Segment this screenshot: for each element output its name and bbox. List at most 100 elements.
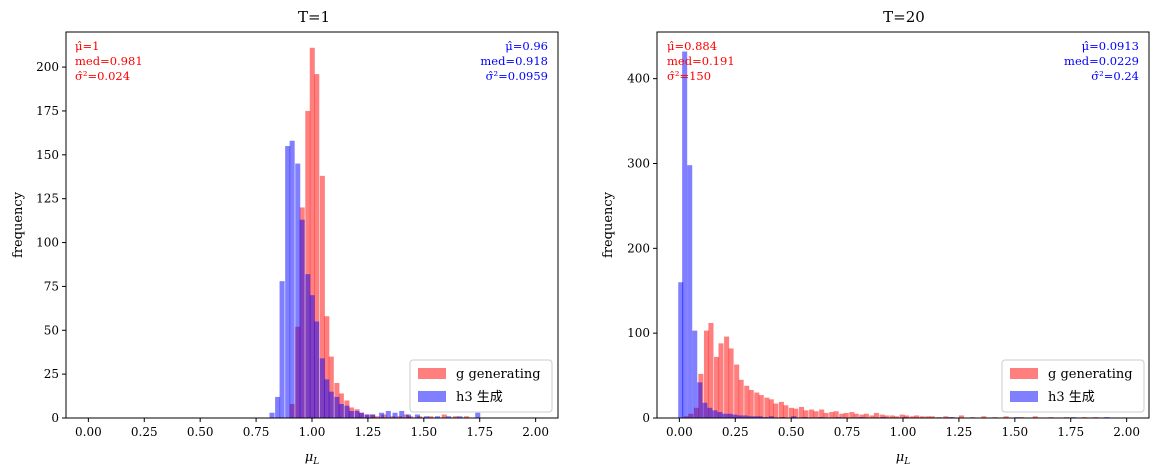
bar-g-12 (744, 385, 750, 418)
bar-g-5 (314, 74, 320, 419)
bar-g-27 (464, 416, 470, 418)
bar-g-17 (374, 416, 380, 418)
bar-h3-14 (338, 403, 344, 418)
bar-h3-9 (722, 413, 728, 418)
stat-right-mu: μ̂=0.0913 (1082, 39, 1139, 53)
bar-h3-8 (309, 295, 315, 418)
bar-g-46 (914, 415, 920, 418)
bar-h3-4 (697, 382, 703, 418)
bar-g-18 (773, 403, 779, 418)
bar-g-30 (833, 411, 839, 418)
bar-h3-15 (344, 405, 350, 418)
bar-h3-0 (678, 282, 684, 418)
bar-h3-14 (747, 416, 753, 418)
stat-right-med: med=0.0229 (1064, 54, 1139, 68)
x-tick-label: 0.50 (778, 425, 805, 439)
bar-h3-18 (358, 412, 364, 418)
y-tick-label: 200 (36, 60, 59, 74)
bar-h3-17 (354, 410, 360, 418)
legend-label-g: g generating (1048, 367, 1133, 382)
bar-h3-1 (275, 396, 281, 418)
y-axis-label: frequency (11, 191, 26, 258)
x-axis-ticks: 0.00 0.25 0.50 0.75 1.00 1.25 1.50 1.75 2.00 (75, 418, 549, 439)
x-axis-ticks: 0.00 0.25 0.50 0.75 1.00 1.25 1.50 1.75 2.00 (666, 418, 1140, 439)
bar-h3-23 (392, 412, 398, 418)
y-tick-label: 400 (627, 72, 650, 86)
bar-g-24 (428, 416, 434, 418)
chart-title: T=1 (298, 8, 330, 26)
bar-h3-18 (768, 416, 774, 418)
x-tick-label: 1.00 (890, 425, 917, 439)
bar-g-55 (981, 416, 987, 418)
bar-g-6 (319, 175, 325, 418)
bar-h3-11 (732, 414, 738, 418)
bar-g-24 (803, 410, 809, 418)
bar-h3-13 (742, 415, 748, 418)
bar-g-39 (879, 414, 885, 418)
bar-h3-16 (348, 410, 354, 418)
bar-h3-6 (299, 219, 305, 418)
y-tick-label: 0 (642, 411, 650, 425)
bar-h3-5 (702, 402, 708, 418)
stat-left-med: med=0.981 (75, 54, 143, 68)
bar-h3-9 (314, 321, 320, 418)
bar-g-3 (305, 110, 311, 418)
bar-h3-21 (379, 412, 385, 418)
bar-h3-25 (405, 414, 411, 418)
x-tick-label: 0.75 (243, 425, 270, 439)
y-tick-label: 50 (44, 323, 59, 337)
bar-g-23 (799, 406, 805, 418)
bar-h3-28 (435, 416, 441, 418)
chart-title: T=20 (883, 8, 925, 26)
bar-g-25 (441, 414, 447, 418)
bar-g-11 (738, 379, 744, 418)
legend-swatch-h3 (1010, 391, 1038, 402)
bar-g-10 (734, 364, 740, 418)
bar-g-44 (904, 415, 910, 418)
bar-g-16 (764, 397, 770, 418)
y-tick-label: 25 (44, 367, 59, 381)
bar-h3-2 (687, 165, 693, 418)
bar-g-32 (843, 412, 849, 418)
x-tick-label: 1.50 (1001, 425, 1028, 439)
bar-g-26 (813, 411, 819, 418)
bar-g-20 (783, 405, 789, 418)
x-axis-label: μL (305, 450, 319, 467)
bar-g-37 (869, 415, 875, 418)
x-tick-label: 0.00 (666, 425, 693, 439)
bar-h3-4 (289, 140, 295, 418)
y-tick-label: 75 (44, 279, 59, 293)
bar-g-41 (889, 415, 895, 418)
panel-t20: T=20 0.00 0.25 0.50 0.75 1.00 1.25 1.50 1.75 2.0… (601, 8, 1150, 467)
stat-left-mu: μ̂=0.884 (667, 39, 717, 53)
x-tick-label: 1.00 (299, 425, 326, 439)
bar-g-4 (309, 47, 315, 418)
bar-h3-19 (364, 414, 370, 418)
stat-right-var: σ̂²=0.24 (1091, 69, 1139, 83)
bar-h3-27 (423, 416, 429, 418)
bar-h3-0 (269, 412, 275, 418)
bar-g-35 (859, 414, 865, 418)
bar-g-4 (703, 330, 709, 418)
bar-g-31 (839, 413, 845, 418)
bar-g-9 (728, 348, 734, 418)
stat-right-med: med=0.918 (480, 54, 548, 68)
legend: g generating h3 生成 (1001, 359, 1145, 413)
y-tick-label: 150 (36, 148, 59, 162)
bar-h3-20 (791, 416, 797, 418)
bar-g-7 (718, 343, 724, 418)
bar-h3-2 (279, 281, 285, 418)
bar-h3-15 (752, 416, 758, 418)
y-axis-ticks: 0 100 200 300 400 (627, 72, 657, 425)
bar-g-27 (819, 409, 825, 418)
bar-g-57 (1003, 416, 1009, 418)
bar-g-29 (829, 412, 835, 418)
y-tick-label: 0 (51, 411, 59, 425)
bar-g-15 (758, 395, 764, 418)
bar-g-22 (793, 408, 799, 418)
bar-g-43 (899, 414, 905, 418)
y-tick-label: 200 (627, 241, 650, 255)
legend-swatch-h3 (418, 391, 446, 402)
bar-g-28 (823, 412, 829, 418)
